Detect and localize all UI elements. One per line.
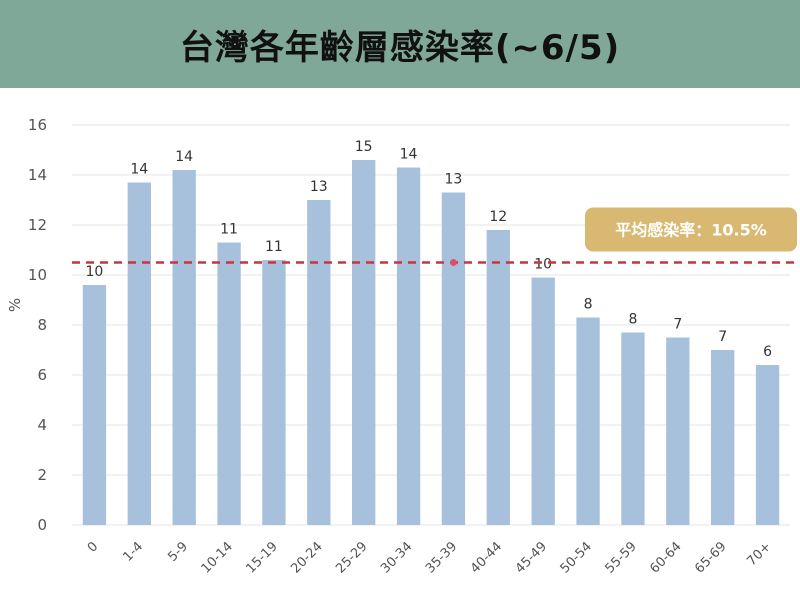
bar-value-label: 13 xyxy=(310,179,328,195)
bar xyxy=(82,285,107,525)
chart-canvas: 0 2 4 6 8 10 12 14 16 % 10 14 14 11 11 13 15 14 13 12 10 8 8… xyxy=(6,116,798,577)
bar xyxy=(755,365,780,525)
bar-value-label: 7 xyxy=(718,329,727,345)
x-tick-label: 5-9 xyxy=(165,539,191,565)
bar xyxy=(127,182,151,525)
bar xyxy=(307,200,331,525)
x-tick-label: 60-64 xyxy=(647,539,684,576)
bar-value-label: 7 xyxy=(673,317,682,333)
x-tick-label: 25-29 xyxy=(333,539,370,576)
x-tick-label: 0 xyxy=(85,539,101,555)
y-tick-label: 16 xyxy=(28,116,47,134)
bar-value-label: 15 xyxy=(355,139,373,155)
bar xyxy=(352,160,376,525)
bar xyxy=(531,277,555,525)
y-tick-label: 14 xyxy=(28,166,47,184)
x-tick-label: 15-19 xyxy=(243,539,280,576)
bar-value-label: 6 xyxy=(763,344,772,360)
y-tick-label: 12 xyxy=(28,216,47,234)
bar-value-label: 10 xyxy=(86,264,104,280)
y-tick-label: 4 xyxy=(37,416,47,434)
y-tick-label: 8 xyxy=(37,316,47,334)
y-tick-label: 6 xyxy=(37,366,47,384)
bar-value-label: 8 xyxy=(584,297,593,313)
x-axis-ticks: 0 1-4 5-9 10-14 15-19 20-24 25-29 30-34 35-39 40-… xyxy=(85,539,775,576)
average-badge-bg xyxy=(585,207,797,252)
bar xyxy=(621,332,645,525)
bar-value-label: 14 xyxy=(130,162,148,178)
y-axis-ticks: 0 2 4 6 8 10 12 14 16 xyxy=(28,116,47,534)
data-labels: 10 14 14 11 11 13 15 14 13 12 10 8 8 7 7 6 xyxy=(86,139,773,360)
bar xyxy=(172,170,196,525)
title-banner: 台灣各年齡層感染率(~6/5) xyxy=(0,0,800,88)
x-tick-label: 45-49 xyxy=(513,539,550,576)
bar xyxy=(666,337,690,525)
y-tick-label: 2 xyxy=(37,466,47,484)
bar xyxy=(217,242,241,525)
average-marker xyxy=(449,259,457,266)
bar-value-label: 10 xyxy=(534,257,552,273)
bar-value-label: 8 xyxy=(628,312,637,328)
bar-value-label: 11 xyxy=(220,222,238,238)
bar xyxy=(396,167,421,525)
x-tick-label: 55-59 xyxy=(602,539,639,576)
bar xyxy=(441,192,466,525)
average-badge: 平均感染率：10.5% xyxy=(585,207,797,252)
bar xyxy=(486,230,510,525)
y-tick-label: 10 xyxy=(28,266,47,284)
x-tick-label: 40-44 xyxy=(468,539,505,576)
average-badge-label: 平均感染率：10.5% xyxy=(615,221,767,240)
bar-value-label: 11 xyxy=(265,239,283,255)
y-tick-label: 0 xyxy=(37,516,47,534)
x-tick-label: 10-14 xyxy=(199,539,236,576)
bar xyxy=(576,317,600,525)
bar-value-label: 12 xyxy=(489,209,507,225)
x-tick-label: 20-24 xyxy=(288,539,325,576)
x-tick-label: 50-54 xyxy=(558,539,595,576)
bars xyxy=(82,160,780,525)
x-tick-label: 1-4 xyxy=(121,539,147,565)
y-axis-label: % xyxy=(6,298,24,312)
chart-title: 台灣各年齡層感染率(~6/5) xyxy=(179,27,621,68)
bar-value-label: 14 xyxy=(175,149,193,165)
bar xyxy=(711,350,735,525)
bar-value-label: 14 xyxy=(400,147,418,163)
bar-chart: 0 2 4 6 8 10 12 14 16 % 10 14 14 11 11 13 15 14 13 12 10 8 8… xyxy=(0,88,800,613)
bar-value-label: 13 xyxy=(445,172,463,188)
bar xyxy=(262,260,286,525)
x-tick-label: 65-69 xyxy=(692,539,729,576)
x-tick-label: 30-34 xyxy=(378,539,415,576)
x-tick-label: 35-39 xyxy=(423,539,460,576)
x-tick-label: 70+ xyxy=(744,539,774,569)
